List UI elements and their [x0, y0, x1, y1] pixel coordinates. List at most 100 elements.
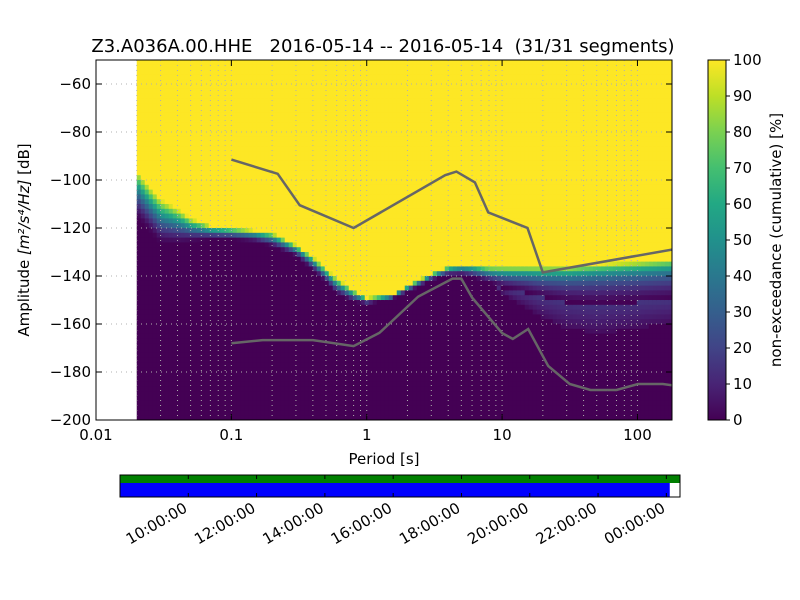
heatmap-cell	[252, 170, 258, 176]
heatmap-cell	[184, 271, 190, 277]
heatmap-cell	[376, 74, 382, 80]
heatmap-cell	[388, 242, 394, 248]
heatmap-cell	[272, 247, 278, 253]
heatmap-cell	[252, 324, 258, 330]
heatmap-cell	[284, 117, 290, 123]
heatmap-cell	[328, 372, 334, 378]
heatmap-cell	[200, 160, 206, 167]
heatmap-cell	[280, 237, 286, 243]
heatmap-cell	[280, 151, 286, 157]
heatmap-cell	[348, 103, 354, 109]
heatmap-cell	[376, 276, 382, 282]
heatmap-cell	[336, 132, 342, 138]
heatmap-cell	[268, 79, 274, 85]
heatmap-cell	[396, 319, 402, 325]
heatmap-cell	[156, 194, 162, 200]
heatmap-cell	[204, 156, 210, 162]
heatmap-cell	[328, 64, 334, 71]
heatmap-cell	[356, 376, 362, 383]
heatmap-cell	[276, 314, 282, 320]
heatmap-cell	[264, 324, 270, 330]
heatmap-cell	[240, 218, 246, 224]
heatmap-cell	[180, 180, 186, 186]
heatmap-cell	[392, 79, 398, 85]
heatmap-cell	[296, 405, 302, 411]
heatmap-cell	[236, 117, 242, 123]
heatmap-cell	[160, 208, 166, 215]
heatmap-cell	[176, 79, 182, 85]
heatmap-column	[312, 60, 318, 420]
heatmap-cell	[360, 343, 366, 349]
heatmap-cell	[244, 141, 250, 147]
heatmap-cell	[176, 127, 182, 133]
heatmap-cell	[272, 314, 278, 320]
heatmap-cell	[388, 180, 394, 186]
heatmap-cell	[280, 415, 286, 420]
heatmap-cell	[192, 376, 198, 383]
heatmap-cell	[216, 136, 222, 143]
heatmap-cell	[296, 381, 302, 387]
heatmap-cell	[148, 232, 154, 239]
heatmap-cell	[276, 362, 282, 368]
heatmap-cell	[288, 405, 294, 411]
heatmap-cell	[276, 410, 282, 416]
heatmap-cell	[152, 386, 158, 392]
heatmap-cell	[352, 247, 358, 253]
heatmap-cell	[332, 184, 338, 191]
heatmap-cell	[308, 151, 314, 157]
heatmap-cell	[352, 151, 358, 157]
heatmap-cell	[376, 204, 382, 210]
heatmap-cell	[136, 156, 142, 162]
heatmap-cell	[320, 74, 326, 80]
heatmap-cell	[228, 381, 234, 387]
heatmap-cell	[296, 261, 302, 267]
heatmap-cell	[184, 415, 190, 420]
heatmap-cell	[212, 391, 218, 397]
heatmap-cell	[260, 405, 266, 411]
heatmap-cell	[160, 357, 166, 363]
heatmap-cell	[368, 117, 374, 123]
heatmap-cell	[308, 84, 314, 90]
heatmap-cell	[192, 405, 198, 411]
heatmap-cell	[180, 319, 186, 325]
heatmap-cell	[252, 242, 258, 248]
heatmap-cell	[228, 256, 234, 263]
heatmap-cell	[208, 175, 214, 181]
heatmap-cell	[152, 381, 158, 387]
heatmap-cell	[240, 252, 246, 258]
heatmap-cell	[188, 98, 194, 104]
heatmap-cell	[280, 74, 286, 80]
heatmap-cell	[348, 304, 354, 311]
heatmap-cell	[192, 60, 198, 66]
heatmap-cell	[292, 266, 298, 272]
heatmap-cell	[328, 319, 334, 325]
heatmap-cell	[348, 261, 354, 267]
heatmap-cell	[384, 300, 390, 306]
heatmap-cell	[328, 184, 334, 191]
heatmap-cell	[392, 160, 398, 167]
heatmap-cell	[332, 352, 338, 359]
heatmap-cell	[340, 237, 346, 243]
heatmap-cell	[216, 146, 222, 152]
heatmap-cell	[396, 93, 402, 99]
heatmap-cell	[220, 199, 226, 205]
heatmap-cell	[388, 165, 394, 171]
heatmap-cell	[216, 362, 222, 368]
heatmap-cell	[168, 247, 174, 253]
heatmap-cell	[192, 79, 198, 85]
heatmap-cell	[232, 319, 238, 325]
heatmap-cell	[312, 242, 318, 248]
heatmap-cell	[224, 247, 230, 253]
heatmap-cell	[204, 333, 210, 339]
heatmap-cell	[352, 309, 358, 315]
heatmap-cell	[220, 276, 226, 282]
heatmap-cell	[368, 300, 374, 306]
heatmap-cell	[356, 184, 362, 191]
heatmap-cell	[360, 127, 366, 133]
heatmap-cell	[312, 362, 318, 368]
heatmap-cell	[320, 108, 326, 114]
heatmap-cell	[280, 194, 286, 200]
heatmap-cell	[320, 184, 326, 191]
heatmap-cell	[324, 122, 330, 128]
heatmap-cell	[200, 180, 206, 186]
